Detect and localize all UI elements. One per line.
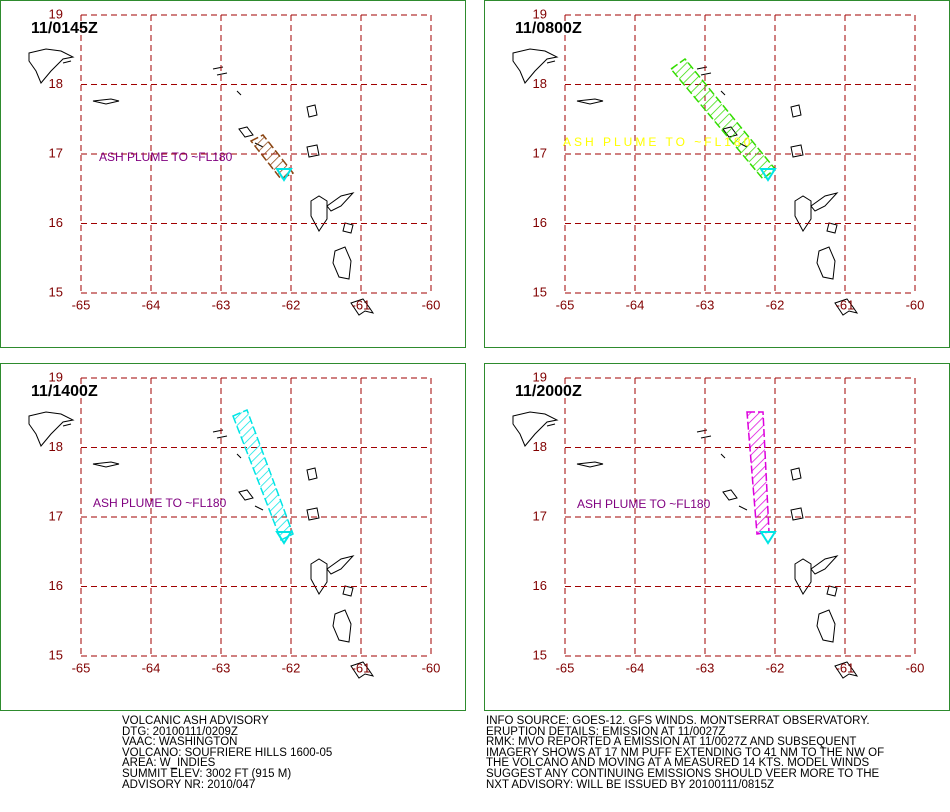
advisory-line: INFO SOURCE: GOES-12. GFS WINDS. MONTSER… — [486, 715, 870, 727]
lon-tick-label: -64 — [626, 660, 645, 675]
lat-tick-label: 18 — [533, 76, 547, 91]
lat-tick-label: 17 — [533, 508, 547, 523]
lat-tick-label: 17 — [49, 145, 63, 160]
advisory-line: SUMMIT ELEV: 3002 FT (915 M) — [122, 767, 292, 780]
lat-tick-label: 15 — [49, 647, 63, 662]
lat-tick-label: 17 — [533, 145, 547, 160]
ash-plume — [232, 409, 294, 542]
annotation: ASH PLUME TO ~FL180 — [563, 135, 753, 149]
lon-tick-label: -61 — [352, 297, 371, 312]
map: -65 -64 -63 -62 -61 -60 19 18 17 16 15 ASH PLUME TO… — [512, 369, 925, 679]
lon-tick-label: -63 — [696, 297, 715, 312]
lat-tick-label: 18 — [49, 439, 63, 454]
lon-tick-label: -65 — [72, 297, 91, 312]
lon-tick-label: -63 — [212, 297, 231, 312]
lon-tick-label: -61 — [836, 660, 855, 675]
lat-tick-label: 16 — [49, 578, 63, 593]
lon-tick-label: -63 — [696, 660, 715, 675]
lon-tick-label: -60 — [422, 660, 441, 675]
volcano — [760, 531, 776, 544]
lon-tick-label: -65 — [72, 660, 91, 675]
lon-tick-label: -64 — [142, 297, 161, 312]
advisory-line: VAAC: WASHINGTON — [122, 736, 238, 749]
valid-time: 11/0145Z — [31, 20, 98, 37]
map-panel: -65 -64 -63 -62 -61 -60 19 18 17 16 15 ASH PLUME TO… — [0, 0, 466, 348]
lon-tick-label: -62 — [282, 660, 301, 675]
advisory-line: RMK: MVO REPORTED A EMISSION AT 11/0027Z… — [486, 736, 857, 749]
lat-tick-label: 17 — [49, 508, 63, 523]
lon-tick-label: -65 — [556, 660, 575, 675]
lon-tick-label: -64 — [142, 660, 161, 675]
ash-plume — [746, 411, 770, 535]
valid-time: 11/2000Z — [515, 383, 582, 400]
advisory-line: VOLCANO: SOUFRIERE HILLS 1600-05 — [122, 746, 333, 759]
lon-tick-label: -60 — [906, 660, 925, 675]
lon-tick-label: -62 — [766, 297, 785, 312]
lon-tick-label: -60 — [422, 297, 441, 312]
advisory-left: VOLCANIC ASH ADVISORY DTG: 20100111/0209Z… — [122, 715, 333, 791]
map: -65 -64 -63 -62 -61 -60 19 18 17 16 15 ASH PLUME TO… — [512, 6, 925, 316]
lat-tick-label: 18 — [533, 439, 547, 454]
valid-time: 11/0800Z — [515, 20, 582, 37]
ash-plume — [249, 134, 295, 180]
advisory-line: DTG: 20100111/0209Z — [122, 725, 238, 738]
advisory-line: ADVISORY NR: 2010/047 — [122, 778, 256, 791]
advisory-line: NXT ADVISORY: WILL BE ISSUED BY 20100111… — [486, 778, 775, 791]
lat-tick-label: 16 — [533, 215, 547, 230]
map: -65 -64 -63 -62 -61 -60 19 18 17 16 15 ASH PLUME TO… — [28, 6, 441, 316]
lat-tick-label: 15 — [533, 284, 547, 299]
advisory-right: INFO SOURCE: GOES-12. GFS WINDS. MONTSER… — [486, 715, 885, 791]
advisory-line: SUGGEST ANY CONTINUING EMISSIONS SHOULD … — [486, 767, 880, 780]
lat-tick-label: 15 — [49, 284, 63, 299]
lon-tick-label: -62 — [282, 297, 301, 312]
advisory-line: AREA: W_INDIES — [122, 757, 216, 770]
lat-tick-label: 19 — [533, 369, 547, 384]
lon-tick-label: -63 — [212, 660, 231, 675]
lon-tick-label: -60 — [906, 297, 925, 312]
annotation: ASH PLUME TO ~FL180 — [93, 496, 227, 510]
map: -65 -64 -63 -62 -61 -60 19 18 17 16 15 ASH PLUME TO… — [28, 369, 441, 679]
ash-plume — [669, 57, 777, 181]
lat-tick-label: 19 — [533, 6, 547, 21]
lat-tick-label: 15 — [533, 647, 547, 662]
lon-tick-label: -64 — [626, 297, 645, 312]
lat-tick-label: 18 — [49, 76, 63, 91]
valid-time: 11/1400Z — [31, 383, 98, 400]
lat-tick-label: 16 — [533, 578, 547, 593]
annotation: ASH PLUME TO ~FL180 — [99, 150, 233, 164]
lon-tick-label: -65 — [556, 297, 575, 312]
lon-tick-label: -61 — [352, 660, 371, 675]
advisory-line: THE VOLCANO AND MOVING AT A MEASURED 14 … — [486, 757, 870, 770]
advisory-line: IMAGERY SHOWS AT 17 NM PUFF EXTENDING TO… — [486, 746, 885, 759]
lon-tick-label: -61 — [836, 297, 855, 312]
lat-tick-label: 19 — [49, 369, 63, 384]
map-panel: -65 -64 -63 -62 -61 -60 19 18 17 16 15 ASH PLUME TO… — [484, 0, 950, 348]
lat-tick-label: 16 — [49, 215, 63, 230]
advisory-line: VOLCANIC ASH ADVISORY — [122, 715, 269, 727]
lat-tick-label: 19 — [49, 6, 63, 21]
annotation: ASH PLUME TO ~FL180 — [577, 497, 711, 511]
advisory-line: ERUPTION DETAILS: EMISSION AT 11/0027Z — [486, 725, 726, 738]
map-panel: -65 -64 -63 -62 -61 -60 19 18 17 16 15 ASH PLUME TO… — [0, 363, 466, 711]
map-panel: -65 -64 -63 -62 -61 -60 19 18 17 16 15 ASH PLUME TO… — [484, 363, 950, 711]
lon-tick-label: -62 — [766, 660, 785, 675]
